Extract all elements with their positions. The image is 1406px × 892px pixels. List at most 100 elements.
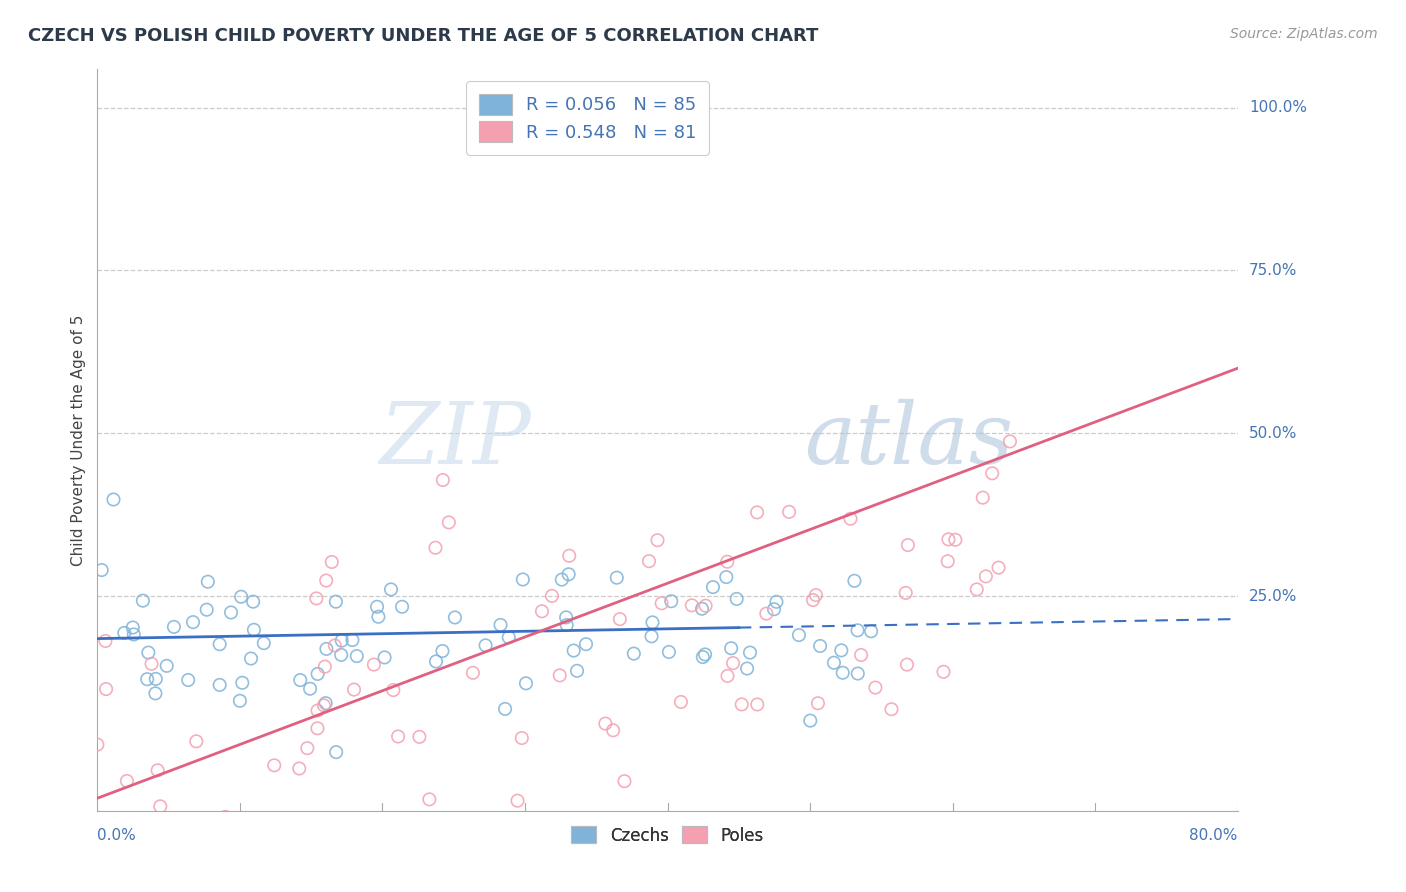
- Point: [145, 686, 167, 700]
- Point: [382, 683, 405, 698]
- Point: [987, 560, 1010, 574]
- Point: [141, 657, 163, 671]
- Point: [177, 851, 200, 865]
- Point: [115, 774, 138, 789]
- Point: [896, 657, 918, 672]
- Text: CZECH VS POLISH CHILD POVERTY UNDER THE AGE OF 5 CORRELATION CHART: CZECH VS POLISH CHILD POVERTY UNDER THE …: [28, 27, 818, 45]
- Point: [765, 595, 787, 609]
- Point: [418, 792, 440, 806]
- Point: [799, 714, 821, 728]
- Point: [226, 811, 249, 825]
- Point: [229, 694, 252, 708]
- Point: [638, 554, 661, 568]
- Point: [297, 741, 319, 756]
- Text: Source: ZipAtlas.com: Source: ZipAtlas.com: [1230, 27, 1378, 41]
- Point: [541, 589, 564, 603]
- Point: [747, 698, 769, 712]
- Text: 100.0%: 100.0%: [1249, 100, 1308, 115]
- Point: [343, 682, 366, 697]
- Point: [738, 646, 761, 660]
- Point: [613, 774, 636, 789]
- Point: [425, 655, 447, 669]
- Point: [735, 661, 758, 675]
- Point: [305, 591, 328, 606]
- Text: 50.0%: 50.0%: [1249, 425, 1298, 441]
- Point: [640, 629, 662, 643]
- Point: [725, 591, 748, 606]
- Point: [312, 698, 335, 713]
- Point: [195, 603, 218, 617]
- Point: [367, 609, 389, 624]
- Point: [156, 658, 179, 673]
- Point: [830, 643, 852, 657]
- Point: [132, 593, 155, 607]
- Point: [346, 649, 368, 664]
- Point: [243, 623, 266, 637]
- Point: [307, 667, 329, 681]
- Point: [366, 599, 388, 614]
- Point: [181, 615, 204, 629]
- Point: [506, 794, 529, 808]
- Point: [208, 637, 231, 651]
- Point: [325, 595, 347, 609]
- Point: [846, 666, 869, 681]
- Point: [290, 673, 312, 687]
- Point: [240, 651, 263, 665]
- Point: [253, 636, 276, 650]
- Point: [681, 599, 703, 613]
- Point: [693, 648, 716, 662]
- Point: [330, 633, 353, 648]
- Point: [474, 639, 496, 653]
- Point: [515, 676, 537, 690]
- Point: [163, 620, 186, 634]
- Point: [136, 672, 159, 686]
- Point: [323, 639, 346, 653]
- Point: [849, 648, 872, 662]
- Point: [231, 590, 253, 604]
- Point: [145, 672, 167, 686]
- Point: [156, 891, 179, 892]
- Point: [321, 555, 343, 569]
- Point: [299, 681, 322, 696]
- Point: [721, 656, 744, 670]
- Point: [315, 641, 337, 656]
- Point: [763, 602, 786, 616]
- Point: [315, 574, 337, 588]
- Point: [943, 533, 966, 547]
- Point: [981, 467, 1004, 481]
- Point: [112, 626, 135, 640]
- Point: [938, 533, 960, 547]
- Point: [801, 593, 824, 607]
- Point: [122, 627, 145, 641]
- Point: [831, 665, 853, 680]
- Point: [932, 665, 955, 679]
- Text: 0.0%: 0.0%: [97, 828, 136, 843]
- Point: [595, 716, 617, 731]
- Point: [90, 563, 112, 577]
- Point: [844, 574, 866, 588]
- Text: ZIP: ZIP: [378, 399, 530, 481]
- Point: [936, 554, 959, 568]
- Point: [242, 594, 264, 608]
- Point: [575, 637, 598, 651]
- Point: [692, 650, 714, 665]
- Point: [808, 639, 831, 653]
- Point: [669, 695, 692, 709]
- Point: [998, 434, 1021, 449]
- Point: [690, 601, 713, 615]
- Point: [846, 624, 869, 638]
- Point: [555, 610, 578, 624]
- Point: [880, 702, 903, 716]
- Point: [530, 604, 553, 618]
- Point: [565, 664, 588, 678]
- Point: [745, 505, 768, 519]
- Point: [716, 555, 738, 569]
- Point: [374, 650, 396, 665]
- Point: [807, 696, 830, 710]
- Point: [498, 630, 520, 644]
- Point: [716, 570, 738, 584]
- Point: [966, 582, 988, 597]
- Point: [641, 615, 664, 630]
- Point: [138, 646, 160, 660]
- Text: atlas: atlas: [804, 399, 1014, 481]
